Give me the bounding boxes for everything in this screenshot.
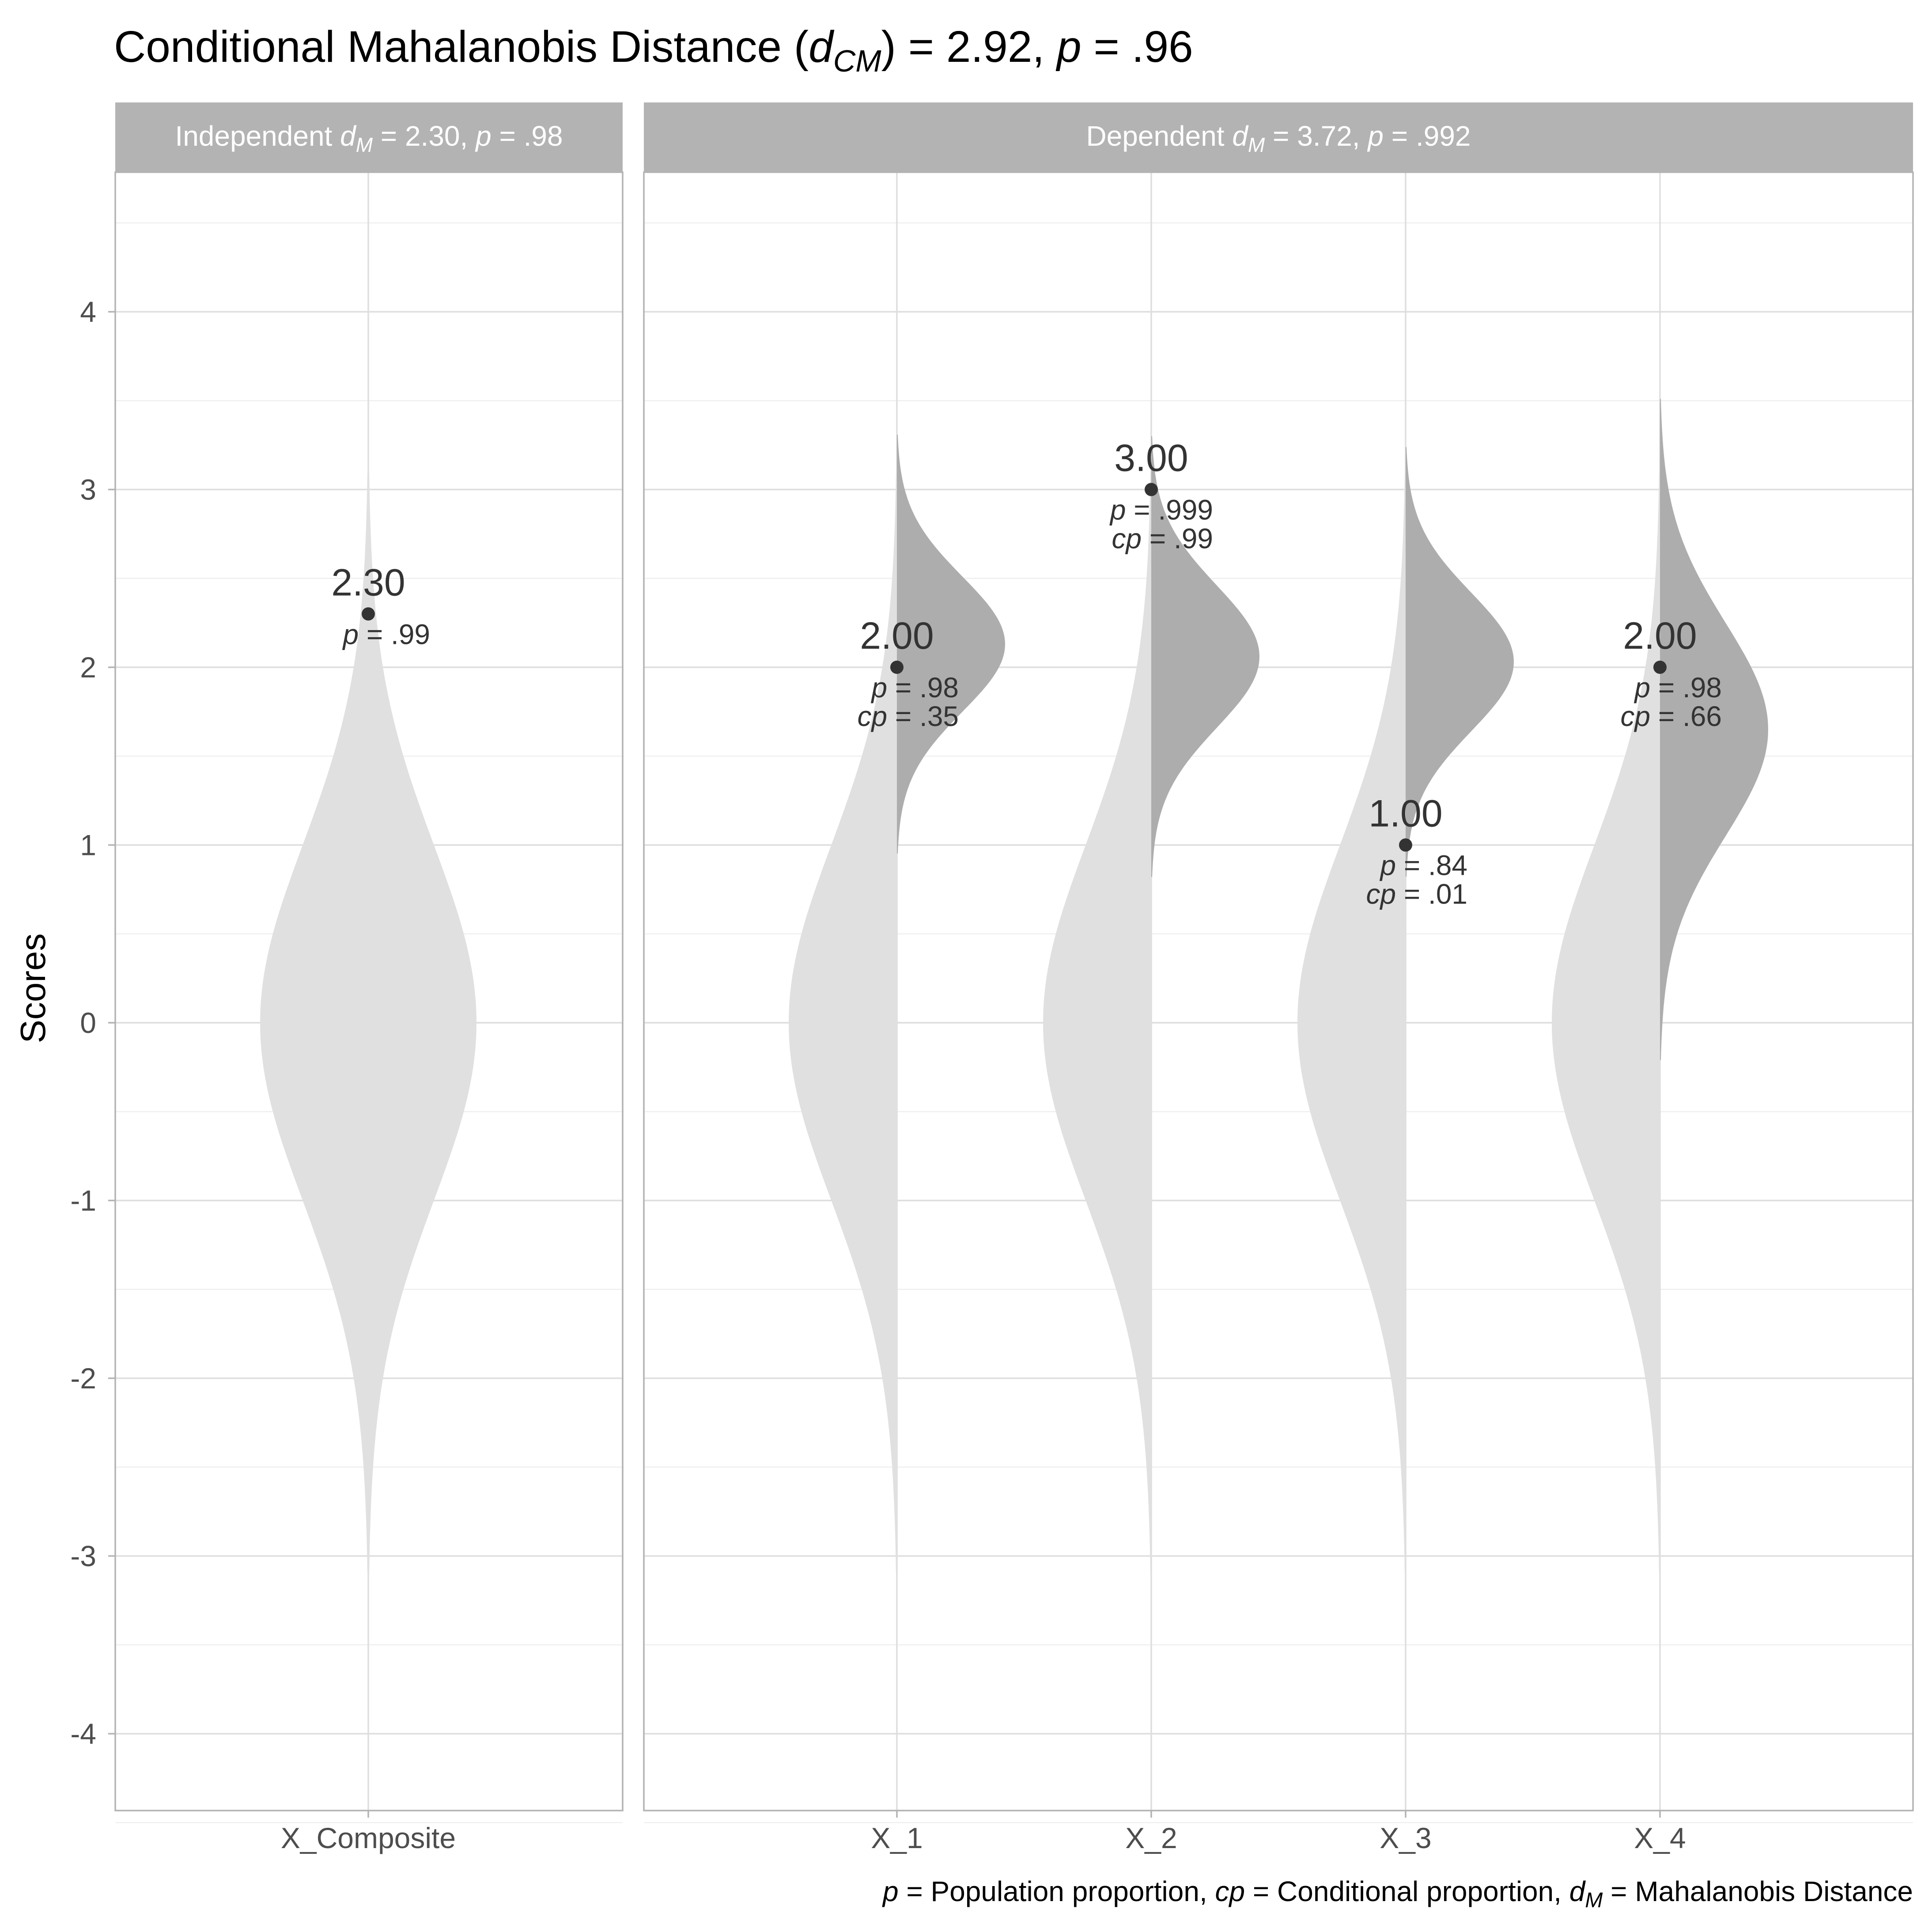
y-tick-label: -4 xyxy=(70,1717,96,1750)
score-label: 2.00 xyxy=(1623,615,1697,657)
score-label: 1.00 xyxy=(1369,793,1442,835)
conditional-density xyxy=(1660,399,1768,1060)
panel-strip xyxy=(644,102,1913,172)
score-point xyxy=(1653,661,1667,674)
p-label: p = .98 xyxy=(871,672,959,703)
population-density xyxy=(1552,472,1660,1574)
score-label: 2.00 xyxy=(860,615,934,657)
score-point xyxy=(362,607,375,621)
panel-border xyxy=(643,171,1914,1811)
cp-label: cp = .01 xyxy=(1366,878,1468,910)
p-label: p = .84 xyxy=(1380,850,1468,881)
y-tick-label: 1 xyxy=(80,829,96,862)
y-axis: -4 -3 -2 -1 0 1 2 3 4 xyxy=(70,295,115,1750)
population-density xyxy=(260,472,476,1574)
cp-label: cp = .99 xyxy=(1112,523,1214,555)
p-label: p = .99 xyxy=(342,618,431,650)
p-label: p = .98 xyxy=(1634,672,1722,703)
y-tick-label: 4 xyxy=(80,295,96,328)
y-tick-label: -1 xyxy=(70,1184,96,1217)
cp-label: cp = .35 xyxy=(858,700,959,732)
score-point xyxy=(1399,838,1412,852)
panel-strip-label: Independent dM = 2.30, p = .98 xyxy=(175,120,563,156)
population-density xyxy=(1297,472,1406,1574)
panel-dependent: Dependent dM = 3.72, p = .992 2.00 p = .98… xyxy=(643,102,1914,1854)
score-label: 3.00 xyxy=(1114,437,1188,480)
panel-independent: Independent dM = 2.30, p = .98 2.30 p = .9… xyxy=(114,102,624,1854)
cp-label: cp = .66 xyxy=(1621,700,1722,732)
facet-panels: Independent dM = 2.30, p = .98 2.30 p = .9… xyxy=(114,102,1914,1854)
x-tick-label: X_2 xyxy=(1125,1822,1177,1854)
conditional-density xyxy=(1151,436,1259,877)
conditional-density xyxy=(1406,447,1514,877)
p-label: p = .999 xyxy=(1109,494,1213,526)
y-tick-label: -2 xyxy=(70,1362,96,1395)
x-tick-label: X_3 xyxy=(1380,1822,1431,1854)
conditional-density xyxy=(897,435,1005,854)
y-tick-label: 3 xyxy=(80,473,96,506)
chart-caption: p = Population proportion, cp = Conditio… xyxy=(882,1875,1913,1912)
score-point xyxy=(1145,483,1158,496)
score-label: 2.30 xyxy=(331,561,405,604)
x-tick-label: X_Composite xyxy=(281,1822,456,1854)
population-density xyxy=(1043,472,1151,1574)
score-point xyxy=(890,661,904,674)
chart-title: Conditional Mahalanobis Distance (dCM) =… xyxy=(114,22,1193,78)
x-tick-label: X_1 xyxy=(871,1822,923,1854)
x-tick-label: X_4 xyxy=(1634,1822,1686,1854)
y-axis-label: Scores xyxy=(13,934,53,1044)
panel-strip xyxy=(115,102,623,172)
y-tick-label: 0 xyxy=(80,1006,96,1039)
population-density xyxy=(789,472,897,1574)
y-tick-label: 2 xyxy=(80,651,96,684)
panel-strip-label: Dependent dM = 3.72, p = .992 xyxy=(1086,120,1471,156)
violin-x-composite: 2.30 p = .99 xyxy=(260,472,476,1574)
y-tick-label: -3 xyxy=(70,1540,96,1573)
